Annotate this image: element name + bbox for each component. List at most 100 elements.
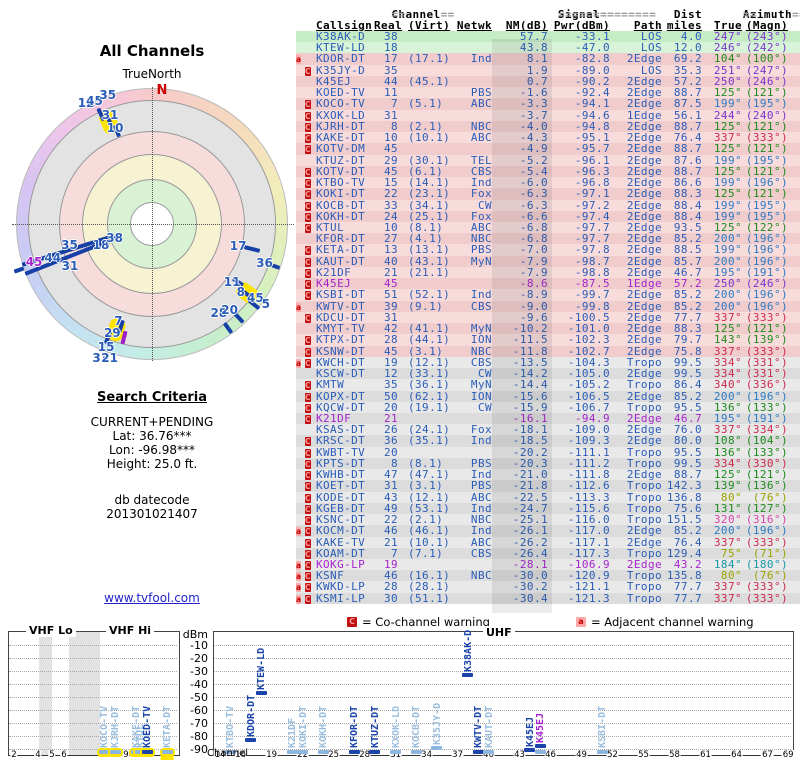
cell: KTBO-TV <box>316 176 366 190</box>
cell: 2Edge <box>626 164 662 178</box>
cell: -21.8 <box>512 479 548 493</box>
signal-bar <box>317 750 329 754</box>
tvfool-link[interactable]: www.tvfool.com <box>104 591 200 605</box>
cell: KSNF <box>316 569 345 583</box>
cell: 108° <box>713 434 742 448</box>
table-row: KOED-TV 11 PBS -1.6 -92.4 2Edge 88.7 125° (121°) <box>296 87 800 98</box>
cell: KOCB-DT <box>316 198 366 212</box>
cell: (196°) <box>745 243 788 257</box>
cell: 2Edge <box>626 524 662 538</box>
dbm-tick: -70 <box>190 717 208 731</box>
cell: Tropo <box>626 580 662 594</box>
table-row: a C KOKG-LP 19 -28.1 -106.9 2Edge 43.2 184° (180°… <box>296 559 800 570</box>
co-channel-icon: C <box>305 561 311 571</box>
cell: (196°) <box>745 254 788 268</box>
cell: -87.5 <box>574 277 610 291</box>
cell: (333°) <box>745 310 788 324</box>
cell: 2Edge <box>626 535 662 549</box>
channel-pin-label: 21 <box>101 351 118 366</box>
cell: -90.2 <box>574 74 610 88</box>
cell: 0.7 <box>526 74 548 88</box>
cell: KDCU-DT <box>316 310 366 324</box>
table-row: KSCW-DT 12 (33.1) CW -14.2 -105.0 2Edge 99.5 334… <box>296 368 800 379</box>
cell: (331°) <box>745 355 788 369</box>
cell: 31 <box>383 479 398 493</box>
cell: 56.1 <box>673 108 702 122</box>
co-channel-icon: C <box>305 336 311 346</box>
cell: 251° <box>713 63 742 77</box>
cell: LOS <box>640 63 662 77</box>
cell: (195°) <box>745 198 788 212</box>
cell: KOET-DT <box>316 479 366 493</box>
cell: -94.8 <box>574 119 610 133</box>
cell: (331°) <box>745 367 788 381</box>
cell: 2Edge <box>626 333 662 347</box>
cell: 199° <box>713 176 742 190</box>
cell: KOED-TV <box>316 86 366 100</box>
cell: 75.8 <box>673 344 702 358</box>
station-label: KJRH-DT <box>110 705 121 748</box>
co-channel-icon: C <box>305 493 311 503</box>
search-lon: Lon: -96.98*** <box>109 443 195 457</box>
cell: (43.1) <box>408 254 451 268</box>
cell: (19.1) <box>408 400 451 414</box>
cell: -97.4 <box>574 209 610 223</box>
cell: 250° <box>713 74 742 88</box>
cell: -97.2 <box>574 198 610 212</box>
cell: ION <box>470 333 492 347</box>
channel-axis-label: Channel <box>207 748 249 759</box>
co-channel-icon: C <box>305 459 311 469</box>
cell: 199° <box>713 243 742 257</box>
channel-pin-label: 35 <box>99 88 117 103</box>
dbm-tick: -90 <box>190 743 208 757</box>
cell: 2Edge <box>626 176 662 190</box>
cell: KJRH-DT <box>316 119 366 133</box>
cell: 2Edge <box>626 243 662 257</box>
cell: (240°) <box>745 108 788 122</box>
cell: 87.5 <box>673 97 702 111</box>
table-row: KMYT-TV 42 (41.1) MyN -10.2 -101.0 2Edge 88.3 12… <box>296 323 800 334</box>
cell: (195°) <box>745 97 788 111</box>
cell: 199° <box>713 209 742 223</box>
cell: (4.1) <box>408 232 444 246</box>
spectrum-grayband <box>39 632 52 755</box>
cell: Tropo <box>626 355 662 369</box>
cell: (13.1) <box>408 243 451 257</box>
db-datecode-label: db datecode <box>114 493 190 507</box>
cell: -94.6 <box>574 108 610 122</box>
cell: (52.1) <box>408 288 451 302</box>
cell: (121°) <box>745 164 788 178</box>
cell: CW <box>477 367 492 381</box>
cell: (12.1) <box>408 490 451 504</box>
table-row: KSAS-DT 26 (24.1) Fox -18.1 -109.0 2Edge 76.0 33… <box>296 423 800 437</box>
cell: LOS <box>640 41 662 55</box>
co-channel-icon: C <box>305 66 311 76</box>
table-row: C KWHB-DT 47 (47.1) Ind -21.0 -111.8 2Edge 88.7 1… <box>296 469 800 480</box>
cell: 47 <box>383 468 398 482</box>
cell: -21.0 <box>512 468 548 482</box>
signal-bar <box>596 750 608 754</box>
cell: 31 <box>383 108 398 122</box>
cell <box>454 143 494 154</box>
cell: -8.9 <box>519 288 548 302</box>
cell: 200° <box>713 389 742 403</box>
cell: -30.4 <box>512 591 548 605</box>
cell: -97.7 <box>574 220 610 234</box>
cell: 57.7 <box>519 30 548 43</box>
search-mode: CURRENT+PENDING <box>90 415 214 429</box>
cell: KSBI-DT <box>316 288 366 302</box>
cell: 85.2 <box>673 299 702 313</box>
gridline <box>9 696 177 698</box>
cell: 2Edge <box>626 344 662 358</box>
cell: 334° <box>713 367 742 381</box>
station-label: K35JY-D <box>431 702 443 746</box>
cell: (333°) <box>745 591 788 605</box>
cell: 125° <box>713 468 742 482</box>
cell: 76.0 <box>673 423 702 437</box>
gridline <box>9 749 177 751</box>
cell: (336°) <box>745 378 788 392</box>
table-row: C KOKI-DT 22 (23.1) Fox -6.3 -97.1 2Edge 88.3 125… <box>296 188 800 200</box>
cell: KTEW-LD <box>316 41 366 55</box>
cell: 200° <box>713 232 742 246</box>
adjacent-channel-icon: a <box>296 55 302 65</box>
